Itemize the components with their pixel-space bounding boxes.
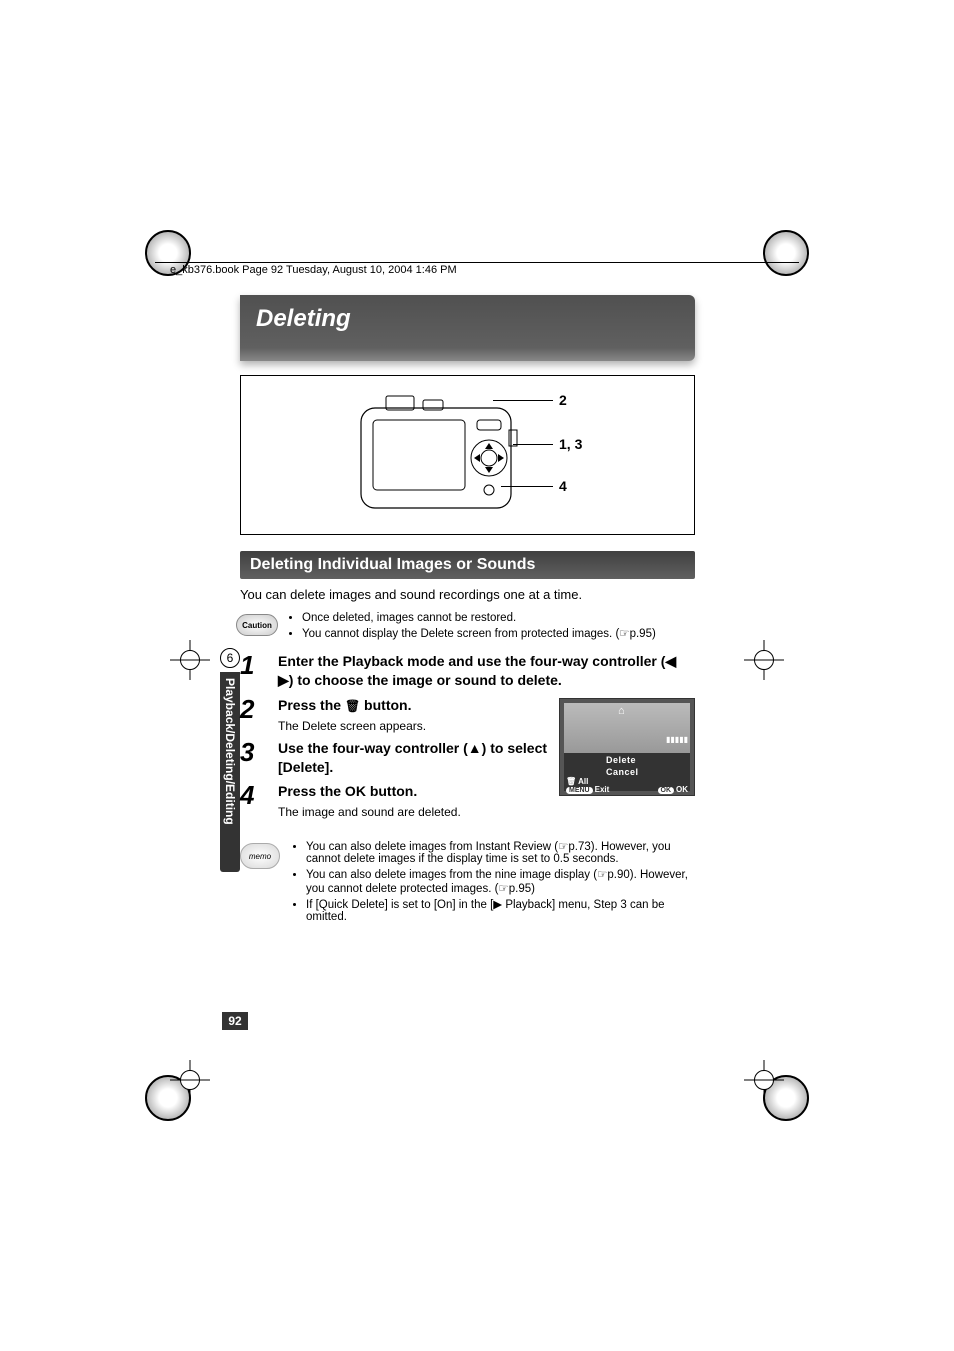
page-title-bar: Deleting bbox=[240, 295, 695, 361]
caution-item: Once deleted, images cannot be restored. bbox=[302, 612, 656, 624]
step-desc: The Delete screen appears. bbox=[278, 719, 549, 733]
callout-label: 4 bbox=[559, 478, 567, 494]
step-title-prefix: Press the bbox=[278, 697, 345, 713]
lcd-preview: ⌂ ▮▮▮▮▮ Delete Cancel 🗑 All MENUExit OKO… bbox=[559, 698, 695, 796]
chapter-number-badge: 6 bbox=[220, 648, 240, 668]
callout-label: 1, 3 bbox=[559, 436, 582, 452]
camera-illustration-icon bbox=[351, 390, 531, 520]
lcd-ok-pill: OK bbox=[658, 787, 675, 794]
lcd-option-delete: Delete bbox=[606, 755, 636, 765]
crop-target-icon bbox=[744, 1060, 784, 1100]
chapter-title-vertical: Playback/Deleting/Editing bbox=[220, 672, 240, 872]
step: 4 Press the OK button. The image and sou… bbox=[240, 782, 549, 819]
step-title: Enter the Playback mode and use the four… bbox=[278, 652, 695, 690]
memo-item: If [Quick Delete] is set to [On] in the … bbox=[306, 897, 695, 923]
step-desc: The image and sound are deleted. bbox=[278, 805, 549, 819]
crop-target-icon bbox=[170, 1060, 210, 1100]
step-number: 1 bbox=[240, 652, 262, 690]
step-title: Use the four-way controller (▲) to selec… bbox=[278, 739, 549, 777]
leader-line bbox=[513, 444, 553, 445]
steps-list: 1 Enter the Playback mode and use the fo… bbox=[240, 652, 695, 825]
step: 2 Press the 🗑 button. The Delete screen … bbox=[240, 696, 549, 733]
lcd-menu-pill: MENU bbox=[566, 787, 593, 794]
step-number: 3 bbox=[240, 739, 262, 777]
leader-line bbox=[493, 400, 553, 401]
camera-diagram: 2 1, 3 4 bbox=[240, 375, 695, 535]
memo-block: memo You can also delete images from Ins… bbox=[240, 839, 695, 925]
lcd-option-cancel: Cancel bbox=[606, 767, 639, 777]
trash-icon: 🗑 bbox=[345, 698, 360, 714]
step-title: Press the OK button. bbox=[278, 782, 549, 801]
caution-block: Caution Once deleted, images cannot be r… bbox=[240, 612, 695, 642]
house-icon: ⌂ bbox=[618, 705, 625, 717]
running-head: e_kb376.book Page 92 Tuesday, August 10,… bbox=[170, 264, 457, 276]
lcd-image-area bbox=[564, 703, 690, 753]
callout-label: 2 bbox=[559, 392, 567, 408]
crop-target-icon bbox=[744, 640, 784, 680]
crop-target-icon bbox=[170, 640, 210, 680]
step: 1 Enter the Playback mode and use the fo… bbox=[240, 652, 695, 690]
memo-item: You can also delete images from Instant … bbox=[306, 839, 695, 865]
intro-text: You can delete images and sound recordin… bbox=[240, 587, 695, 602]
content-area: Deleting 2 1, 3 bbox=[240, 295, 695, 925]
battery-icon: ▮▮▮▮▮ bbox=[666, 735, 688, 744]
lcd-exit-label: Exit bbox=[595, 785, 610, 794]
memo-icon: memo bbox=[240, 843, 280, 869]
page: e_kb376.book Page 92 Tuesday, August 10,… bbox=[0, 0, 954, 1351]
lcd-menu-exit: MENUExit bbox=[566, 785, 609, 794]
page-title: Deleting bbox=[256, 305, 695, 333]
registration-mark-icon bbox=[763, 230, 809, 276]
section-heading: Deleting Individual Images or Sounds bbox=[240, 551, 695, 579]
memo-item: You can also delete images from the nine… bbox=[306, 867, 695, 895]
step-number: 2 bbox=[240, 696, 262, 733]
chapter-side-tab: 6 Playback/Deleting/Editing bbox=[220, 648, 240, 873]
step-title: Press the 🗑 button. bbox=[278, 696, 549, 715]
caution-list: Once deleted, images cannot be restored.… bbox=[288, 612, 656, 642]
caution-item: You cannot display the Delete screen fro… bbox=[302, 626, 656, 640]
caution-icon: Caution bbox=[236, 614, 278, 636]
lcd-ok-action: OK bbox=[676, 785, 688, 794]
lcd-ok: OKOK bbox=[658, 785, 689, 794]
step-title-suffix: button. bbox=[360, 697, 411, 713]
step: 3 Use the four-way controller (▲) to sel… bbox=[240, 739, 549, 777]
memo-list: You can also delete images from Instant … bbox=[292, 839, 695, 925]
header-rule bbox=[155, 262, 799, 263]
page-number: 92 bbox=[222, 1012, 248, 1030]
leader-line bbox=[501, 486, 553, 487]
step-number: 4 bbox=[240, 782, 262, 819]
